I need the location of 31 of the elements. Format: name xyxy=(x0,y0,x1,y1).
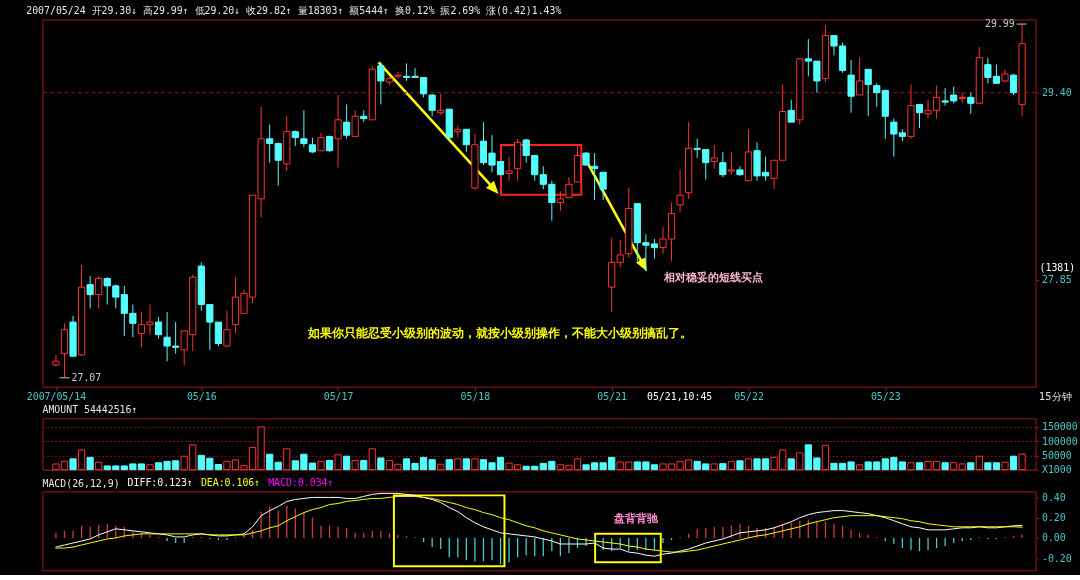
x-tick-label: 2007/05/14 xyxy=(26,391,87,403)
x-tick-label: 05/17 xyxy=(323,391,354,403)
y-tick-label: X1000 xyxy=(1041,464,1072,476)
y-tick-label: 0.40 xyxy=(1041,491,1066,503)
x-tick-label: 05/18 xyxy=(460,391,491,403)
chart-title: MACD(26,12,9) xyxy=(42,478,120,490)
annotation: 29.99 xyxy=(985,18,1015,30)
text: (1381) xyxy=(1039,261,1076,273)
x-tick-label: 05/23 xyxy=(870,391,901,403)
annotation: 盘背背驰 xyxy=(613,512,660,526)
y-tick-label: -0.20 xyxy=(1041,552,1072,564)
y-tick-label: 0.20 xyxy=(1041,512,1066,524)
text: DIFF:0.123↑ xyxy=(127,477,193,489)
text: 05/21,10:45 xyxy=(646,390,713,402)
annotation: 27.07 xyxy=(71,371,102,383)
chart-title: 2007/05/24 开29.30↓ 高29.99↑ 低29.20↓ 收29.82↑ 量18303↑ 额5444↑ 换0.12% 振2.69% 涨(0.42)1.43% xyxy=(26,5,562,17)
x-tick-label: 05/21 xyxy=(597,391,628,403)
chart-title: AMOUNT 54442516↑ xyxy=(42,404,138,416)
x-axis-title: 15分钟 xyxy=(1039,391,1072,403)
y-tick-label: 100000 xyxy=(1041,435,1078,447)
annotation: 相对稳妥的短线买点 xyxy=(663,271,764,285)
annotation: 如果你只能忍受小级别的波动，就按小级别操作，不能大小级别搞乱了。 xyxy=(307,326,693,341)
y-tick-label: 27.85 xyxy=(1041,274,1072,286)
y-tick-label: 50000 xyxy=(1041,449,1072,461)
text: DEA:0.106↑ xyxy=(200,477,261,489)
text: MACD:0.034↑ xyxy=(268,477,334,489)
y-tick-label: 150000 xyxy=(1041,421,1078,433)
y-tick-label: 0.00 xyxy=(1041,532,1066,544)
x-tick-label: 05/16 xyxy=(186,391,217,403)
x-tick-label: 05/22 xyxy=(734,391,764,403)
y-tick-label: 29.40 xyxy=(1041,87,1072,99)
